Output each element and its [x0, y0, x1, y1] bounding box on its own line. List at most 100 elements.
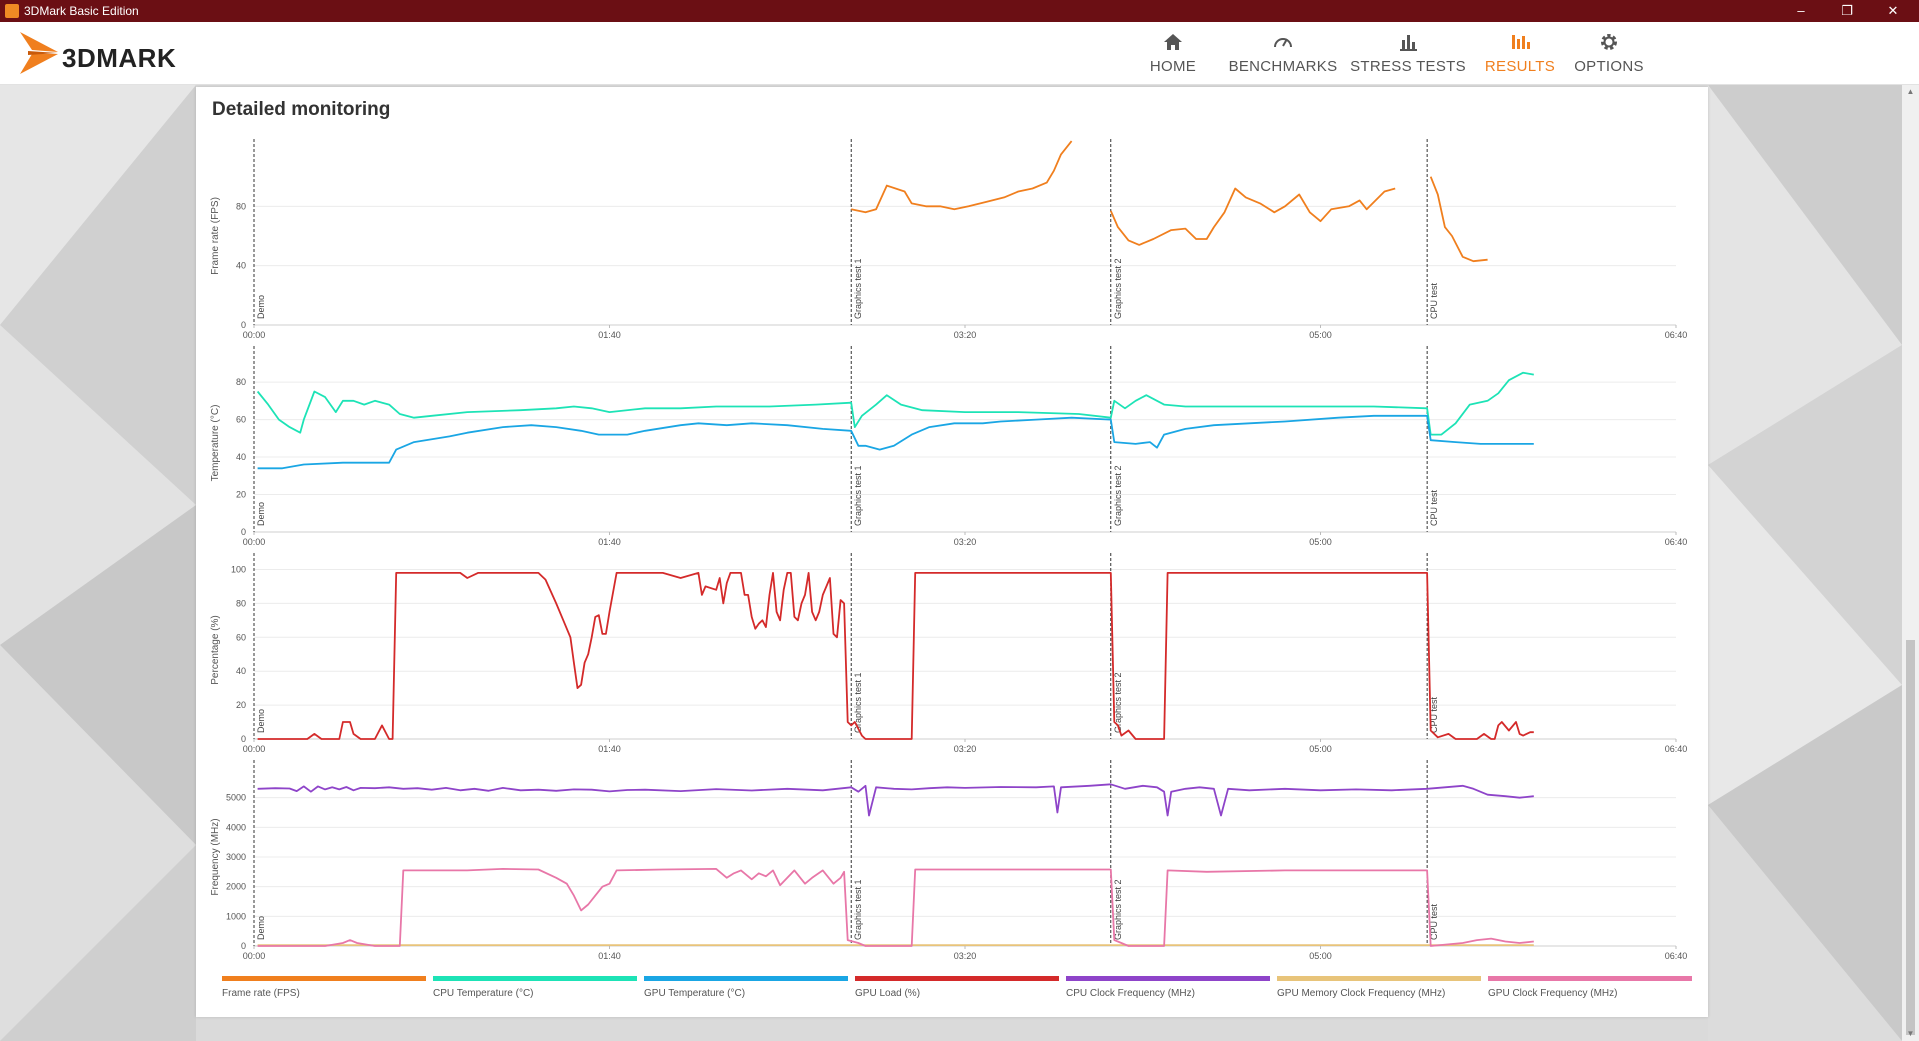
x-tick-label: 03:20: [954, 537, 977, 547]
panel-title: Detailed monitoring: [212, 99, 391, 120]
x-tick-label: 06:40: [1665, 330, 1688, 340]
y-tick-label: 100: [231, 564, 246, 574]
scroll-up-arrow-icon[interactable]: ▲: [1906, 87, 1915, 96]
series-line: [257, 572, 1534, 740]
y-tick-label: 0: [241, 320, 246, 330]
gear-icon: [1601, 34, 1617, 50]
nav-home-label: HOME: [1149, 58, 1197, 75]
test-marker-label: Demo: [256, 709, 266, 733]
test-marker-label: CPU test: [1429, 282, 1439, 319]
nav-stress-tests[interactable]: STRESS TESTS: [1348, 22, 1468, 84]
series-line: [257, 868, 1534, 947]
y-tick-label: 20: [236, 700, 246, 710]
test-marker-label: CPU test: [1429, 489, 1439, 526]
x-tick-label: 01:40: [598, 744, 621, 754]
test-marker-label: Demo: [256, 295, 266, 319]
x-tick-label: 05:00: [1309, 744, 1332, 754]
series-line: [256, 371, 1534, 436]
nav-stress-tests-label: STRESS TESTS: [1350, 58, 1466, 75]
y-tick-label: 3000: [226, 852, 246, 862]
test-marker-label: CPU test: [1429, 696, 1439, 733]
legend-item: Frame rate (FPS): [222, 976, 426, 999]
x-tick-label: 01:40: [598, 951, 621, 961]
legend-swatch: [222, 976, 426, 981]
x-tick-label: 00:00: [243, 330, 266, 340]
test-marker-label: Graphics test 2: [1113, 258, 1123, 319]
y-tick-label: 40: [236, 452, 246, 462]
legend-label: GPU Load (%): [855, 988, 921, 999]
y-tick-label: 0: [241, 941, 246, 951]
window-titlebar: 3DMark Basic Edition – ❐ ✕: [0, 0, 1919, 22]
restore-button[interactable]: ❐: [1841, 3, 1853, 18]
x-tick-label: 03:20: [954, 951, 977, 961]
legend-swatch: [1488, 976, 1692, 981]
x-tick-label: 06:40: [1665, 744, 1688, 754]
nav-home[interactable]: HOME: [1138, 22, 1208, 84]
y-tick-label: 40: [236, 261, 246, 271]
x-tick-label: 00:00: [243, 951, 266, 961]
close-button[interactable]: ✕: [1887, 3, 1899, 18]
chart-legend: Frame rate (FPS) CPU Temperature (°C) GPU …: [222, 976, 1692, 1006]
y-tick-label: 80: [236, 377, 246, 387]
y-tick-label: 0: [241, 734, 246, 744]
nav-benchmarks-label: BENCHMARKS: [1228, 58, 1338, 75]
test-marker-label: Graphics test 1: [853, 672, 863, 733]
monitoring-chart: 0 40 80 Frame rate (FPS) 00:00 01:40 03:20 05:0…: [210, 139, 1688, 961]
nav-options[interactable]: OPTIONS: [1569, 22, 1649, 84]
x-tick-label: 03:20: [954, 744, 977, 754]
bar-chart-icon: [1400, 35, 1417, 51]
x-tick-label: 06:40: [1665, 951, 1688, 961]
legend-label: CPU Clock Frequency (MHz): [1066, 988, 1195, 999]
y-tick-label: 4000: [226, 822, 246, 832]
series-line: [257, 414, 1534, 470]
app-header: 3DMARK HOME BENCHMARKS STRESS TESTS: [0, 22, 1919, 85]
logo[interactable]: 3DMARK: [18, 28, 228, 78]
x-tick-label: 01:40: [598, 537, 621, 547]
legend-swatch: [644, 976, 848, 981]
y-tick-label: 60: [236, 632, 246, 642]
series-line: [851, 140, 1073, 214]
legend-item: CPU Clock Frequency (MHz): [1066, 976, 1270, 999]
legend-item: GPU Memory Clock Frequency (MHz): [1277, 976, 1481, 999]
app-icon: [5, 4, 19, 18]
test-marker-label: Graphics test 1: [853, 465, 863, 526]
nav-results[interactable]: RESULTS: [1480, 22, 1560, 84]
nav-results-label: RESULTS: [1484, 58, 1556, 75]
legend-label: Frame rate (FPS): [222, 988, 300, 999]
x-tick-label: 00:00: [243, 744, 266, 754]
gauge-icon: [1274, 38, 1292, 48]
y-axis-label: Temperature (°C): [210, 405, 221, 482]
y-tick-label: 5000: [226, 793, 246, 803]
x-tick-label: 06:40: [1665, 537, 1688, 547]
nav-options-label: OPTIONS: [1574, 58, 1644, 75]
test-marker-label: Graphics test 2: [1113, 879, 1123, 940]
legend-item: GPU Load (%): [855, 976, 1059, 999]
logo-mark-icon: [20, 32, 58, 74]
test-marker-label: Graphics test 2: [1113, 672, 1123, 733]
vertical-scrollbar[interactable]: ▲ ▼: [1902, 85, 1919, 1041]
detailed-monitoring-panel: Detailed monitoring 0 40 80 Frame rate (FPS…: [196, 87, 1708, 1017]
legend-label: GPU Memory Clock Frequency (MHz): [1277, 988, 1446, 999]
logo-wordmark: 3DMARK: [62, 43, 177, 73]
nav-benchmarks[interactable]: BENCHMARKS: [1223, 22, 1343, 84]
y-axis-label: Frame rate (FPS): [210, 197, 221, 275]
window-title: 3DMark Basic Edition: [24, 4, 139, 18]
legend-item: GPU Clock Frequency (MHz): [1488, 976, 1692, 999]
x-tick-label: 03:20: [954, 330, 977, 340]
test-marker-label: Demo: [256, 916, 266, 940]
scroll-thumb[interactable]: [1906, 640, 1915, 1035]
test-marker-label: Graphics test 2: [1113, 465, 1123, 526]
test-marker-label: CPU test: [1429, 903, 1439, 940]
minimize-button[interactable]: –: [1797, 3, 1805, 18]
results-icon: [1512, 35, 1530, 49]
y-tick-label: 80: [236, 201, 246, 211]
scroll-down-arrow-icon[interactable]: ▼: [1906, 1029, 1915, 1038]
x-tick-label: 05:00: [1309, 330, 1332, 340]
legend-label: GPU Clock Frequency (MHz): [1488, 988, 1618, 999]
y-tick-label: 80: [236, 598, 246, 608]
series-line: [257, 783, 1534, 817]
legend-swatch: [855, 976, 1059, 981]
y-tick-label: 60: [236, 415, 246, 425]
legend-item: CPU Temperature (°C): [433, 976, 637, 999]
series-line: [1429, 176, 1488, 263]
